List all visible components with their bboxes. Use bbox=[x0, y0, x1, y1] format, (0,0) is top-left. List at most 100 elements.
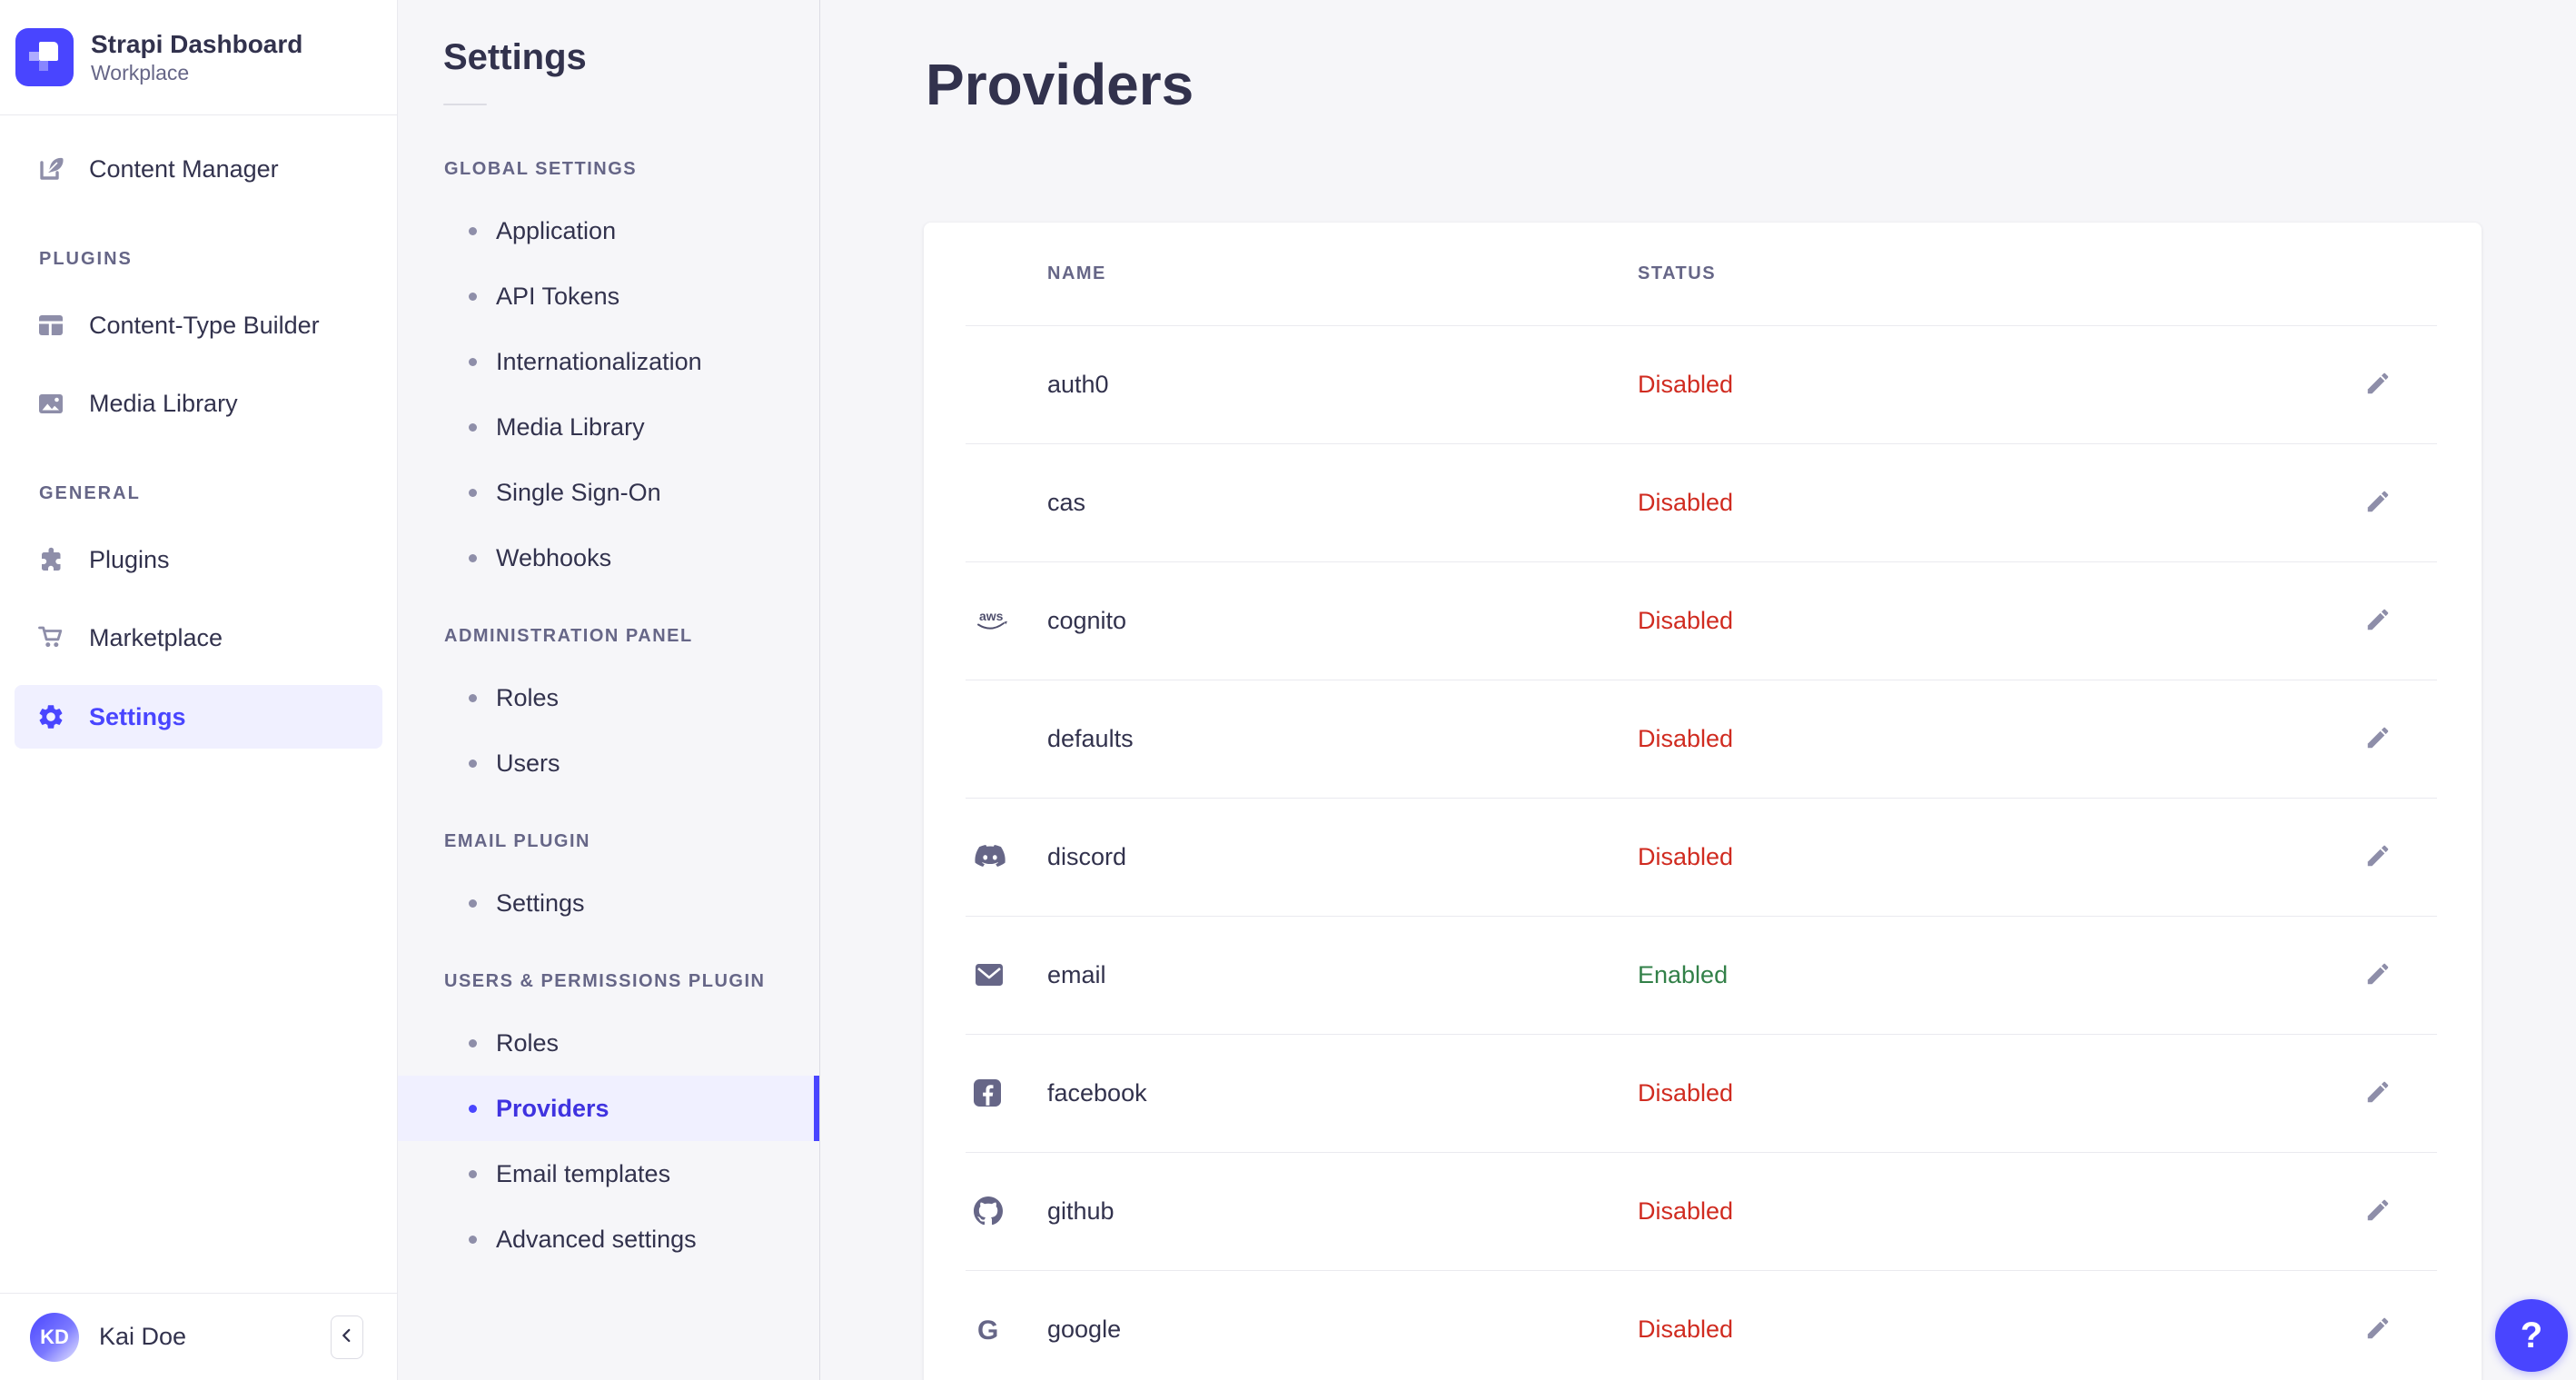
avatar[interactable]: KD bbox=[30, 1312, 79, 1362]
help-button[interactable]: ? bbox=[2495, 1299, 2568, 1372]
brand-title: Strapi Dashboard bbox=[91, 30, 303, 58]
provider-name: cognito bbox=[1047, 606, 1127, 634]
edit-provider-button[interactable] bbox=[2358, 719, 2398, 759]
edit-pencil-icon bbox=[2364, 724, 2392, 754]
sidebar-section-label: PLUGINS bbox=[39, 248, 133, 269]
edit-pencil-icon bbox=[2364, 370, 2392, 400]
table-row-defaults: defaults Disabled bbox=[924, 680, 2482, 798]
edit-provider-button[interactable] bbox=[2358, 482, 2398, 522]
discord-icon bbox=[974, 844, 1047, 869]
brand-subtitle: Workplace bbox=[91, 61, 190, 84]
subnav-item-media-library[interactable]: Media Library bbox=[398, 394, 819, 460]
edit-pencil-icon bbox=[2364, 1196, 2392, 1226]
subnav-item-users[interactable]: Users bbox=[398, 730, 819, 796]
table-row-google: G google Disabled bbox=[924, 1270, 2482, 1380]
settings-icon bbox=[36, 702, 65, 731]
provider-status: Enabled bbox=[1638, 960, 1729, 988]
provider-name: auth0 bbox=[1047, 370, 1109, 398]
edit-provider-button[interactable] bbox=[2358, 1191, 2398, 1231]
user-name: Kai Doe bbox=[99, 1323, 187, 1350]
providers-table-card: NAME STATUS auth0 Disabled cas Disabled … bbox=[924, 223, 2482, 1380]
edit-provider-button[interactable] bbox=[2358, 837, 2398, 877]
brand[interactable]: Strapi Dashboard Workplace bbox=[0, 0, 397, 115]
subnav-item-single-sign-on[interactable]: Single Sign-On bbox=[398, 460, 819, 525]
sidebar-item-media-library[interactable]: Media Library bbox=[0, 364, 397, 442]
subnav-item-label: Email templates bbox=[496, 1159, 671, 1187]
edit-provider-button[interactable] bbox=[2358, 364, 2398, 404]
sidebar-item-label: Plugins bbox=[89, 545, 170, 573]
bullet-dot bbox=[469, 1169, 477, 1178]
table-row-auth0: auth0 Disabled bbox=[924, 325, 2482, 443]
sidebar-collapse-button[interactable] bbox=[331, 1315, 363, 1359]
chevron-left-icon bbox=[339, 1327, 355, 1346]
sidebar-nav: Content Manager PLUGINS Content-Type Build… bbox=[0, 115, 397, 749]
content-manager-icon bbox=[36, 154, 65, 184]
sidebar-section-label: GENERAL bbox=[39, 482, 141, 503]
subnav-item-label: Settings bbox=[496, 889, 585, 917]
bullet-dot bbox=[469, 553, 477, 562]
table-row-github: github Disabled bbox=[924, 1152, 2482, 1270]
subnav-divider bbox=[443, 104, 487, 105]
subnav-title: Settings bbox=[443, 37, 587, 77]
subnav-item-label: Single Sign-On bbox=[496, 478, 661, 506]
provider-status: Disabled bbox=[1638, 488, 1734, 516]
bullet-dot bbox=[469, 488, 477, 497]
sidebar-item-settings[interactable]: Settings bbox=[15, 685, 382, 749]
sidebar-item-marketplace[interactable]: Marketplace bbox=[0, 599, 397, 677]
bullet-dot bbox=[469, 1038, 477, 1047]
sidebar-item-content-type-builder[interactable]: Content-Type Builder bbox=[0, 286, 397, 364]
edit-provider-button[interactable] bbox=[2358, 1309, 2398, 1349]
edit-provider-button[interactable] bbox=[2358, 1073, 2398, 1113]
subnav-item-application[interactable]: Application bbox=[398, 198, 819, 263]
strapi-logo-icon bbox=[15, 28, 74, 86]
subnav-item-label: API Tokens bbox=[496, 282, 620, 310]
main-sidebar: Strapi Dashboard Workplace Content Manag… bbox=[0, 0, 398, 1380]
media-library-icon bbox=[36, 389, 65, 418]
subnav-item-roles[interactable]: Roles bbox=[398, 1010, 819, 1076]
edit-pencil-icon bbox=[2364, 1315, 2392, 1345]
sidebar-item-plugins[interactable]: Plugins bbox=[0, 521, 397, 599]
edit-provider-button[interactable] bbox=[2358, 955, 2398, 995]
settings-subnav: Settings GLOBAL SETTINGS Application API T… bbox=[398, 0, 820, 1380]
bullet-dot bbox=[469, 357, 477, 366]
google-icon: G bbox=[974, 1315, 1047, 1344]
subnav-sections: GLOBAL SETTINGS Application API Tokens Inte… bbox=[398, 151, 819, 1272]
subnav-item-label: Providers bbox=[496, 1094, 609, 1122]
subnav-item-internationalization[interactable]: Internationalization bbox=[398, 329, 819, 394]
table-row-cognito: aws cognito Disabled bbox=[924, 561, 2482, 680]
subnav-item-label: Media Library bbox=[496, 412, 645, 441]
main-content: Providers NAME STATUS auth0 Disabled cas… bbox=[820, 0, 2576, 1380]
subnav-item-label: Roles bbox=[496, 1028, 560, 1057]
bullet-dot bbox=[469, 693, 477, 702]
edit-pencil-icon bbox=[2364, 606, 2392, 636]
bullet-dot bbox=[469, 1235, 477, 1244]
edit-provider-button[interactable] bbox=[2358, 601, 2398, 640]
bullet-dot bbox=[469, 226, 477, 235]
subnav-item-roles[interactable]: Roles bbox=[398, 665, 819, 730]
provider-name: discord bbox=[1047, 842, 1127, 870]
subnav-item-settings[interactable]: Settings bbox=[398, 870, 819, 936]
table-body: auth0 Disabled cas Disabled aws cognito … bbox=[924, 325, 2482, 1380]
subnav-item-providers[interactable]: Providers bbox=[398, 1076, 819, 1141]
subnav-item-email-templates[interactable]: Email templates bbox=[398, 1141, 819, 1206]
page-title: Providers bbox=[926, 52, 1194, 117]
edit-pencil-icon bbox=[2364, 1078, 2392, 1108]
facebook-icon bbox=[974, 1079, 1047, 1107]
sidebar-item-content-manager[interactable]: Content Manager bbox=[0, 130, 397, 208]
subnav-item-label: Internationalization bbox=[496, 347, 702, 375]
table-header: NAME STATUS bbox=[924, 223, 2482, 325]
sidebar-item-label: Settings bbox=[89, 702, 186, 730]
subnav-item-advanced-settings[interactable]: Advanced settings bbox=[398, 1206, 819, 1272]
edit-pencil-icon bbox=[2364, 488, 2392, 518]
sidebar-footer: KD Kai Doe bbox=[0, 1293, 397, 1380]
subnav-section-label: USERS & PERMISSIONS PLUGIN bbox=[444, 970, 766, 991]
plugins-icon bbox=[36, 545, 65, 574]
svg-text:G: G bbox=[977, 1315, 998, 1344]
table-row-discord: discord Disabled bbox=[924, 798, 2482, 916]
provider-name: github bbox=[1047, 1196, 1115, 1225]
subnav-item-label: Roles bbox=[496, 683, 560, 711]
subnav-section-label: EMAIL PLUGIN bbox=[444, 830, 590, 851]
subnav-item-webhooks[interactable]: Webhooks bbox=[398, 525, 819, 591]
subnav-item-api-tokens[interactable]: API Tokens bbox=[398, 263, 819, 329]
